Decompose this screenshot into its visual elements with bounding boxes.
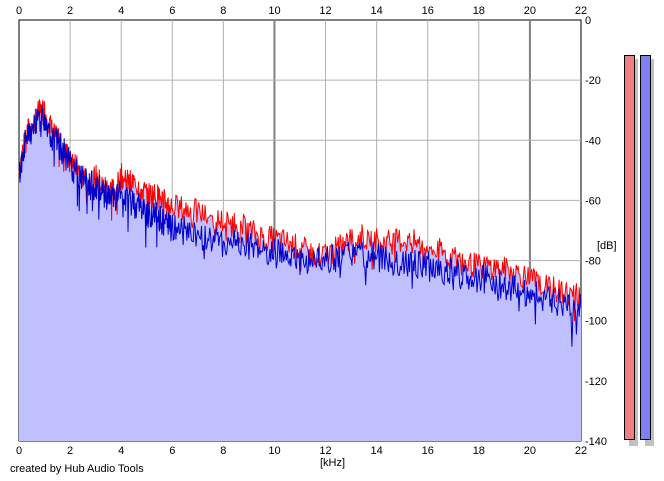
blue-channel-line <box>18 104 582 347</box>
x-ticks-bottom: 0 2 4 6 8 10 12 14 16 18 20 22 <box>16 445 587 457</box>
x-tick-label-bottom: 4 <box>118 445 124 457</box>
y-tick-label: -140 <box>585 436 607 448</box>
x-tick-label-top: 14 <box>371 5 383 17</box>
x-ticks-top: 0 2 4 6 8 10 12 14 16 18 20 22 <box>16 5 587 17</box>
x-tick-label-top: 12 <box>319 5 331 17</box>
spectrum-lines <box>18 99 582 347</box>
x-tick-label-bottom: 22 <box>575 445 587 457</box>
x-tick-label-bottom: 16 <box>422 445 434 457</box>
x-tick-label-bottom: 14 <box>371 445 383 457</box>
x-tick-label-top: 18 <box>473 5 485 17</box>
x-tick-label-top: 2 <box>67 5 73 17</box>
y-ticks: 0 -20 -40 -60 -80 -100 -120 -140 <box>585 15 607 448</box>
y-tick-label: -60 <box>585 195 601 207</box>
y-tick-label: -120 <box>585 376 607 388</box>
right-channel-meter <box>640 55 651 440</box>
left-channel-meter <box>624 55 635 440</box>
x-tick-label-bottom: 12 <box>319 445 331 457</box>
x-tick-label-bottom: 0 <box>16 445 22 457</box>
x-tick-label-bottom: 2 <box>67 445 73 457</box>
x-tick-label-bottom: 8 <box>220 445 226 457</box>
x-tick-label-top: 10 <box>268 5 280 17</box>
y-tick-label: 0 <box>585 15 591 27</box>
x-tick-label-top: 20 <box>524 5 536 17</box>
y-tick-label: -80 <box>585 256 601 268</box>
x-tick-label-top: 22 <box>575 5 587 17</box>
x-tick-label-top: 4 <box>118 5 124 17</box>
y-tick-label: -100 <box>585 316 607 328</box>
x-tick-label-top: 6 <box>169 5 175 17</box>
x-tick-label-top: 0 <box>16 5 22 17</box>
y-tick-label: -20 <box>585 75 601 87</box>
credit-text: created by Hub Audio Tools <box>10 463 144 475</box>
x-axis-unit-label: [kHz] <box>320 457 346 469</box>
y-tick-label: -40 <box>585 135 601 147</box>
x-tick-label-top: 8 <box>220 5 226 17</box>
x-tick-label-bottom: 20 <box>524 445 536 457</box>
x-tick-label-bottom: 18 <box>473 445 485 457</box>
red-channel-line <box>18 99 582 322</box>
x-tick-label-bottom: 10 <box>268 445 280 457</box>
x-tick-label-top: 16 <box>422 5 434 17</box>
y-axis-unit-label: [dB] <box>597 240 617 252</box>
x-tick-label-bottom: 6 <box>169 445 175 457</box>
